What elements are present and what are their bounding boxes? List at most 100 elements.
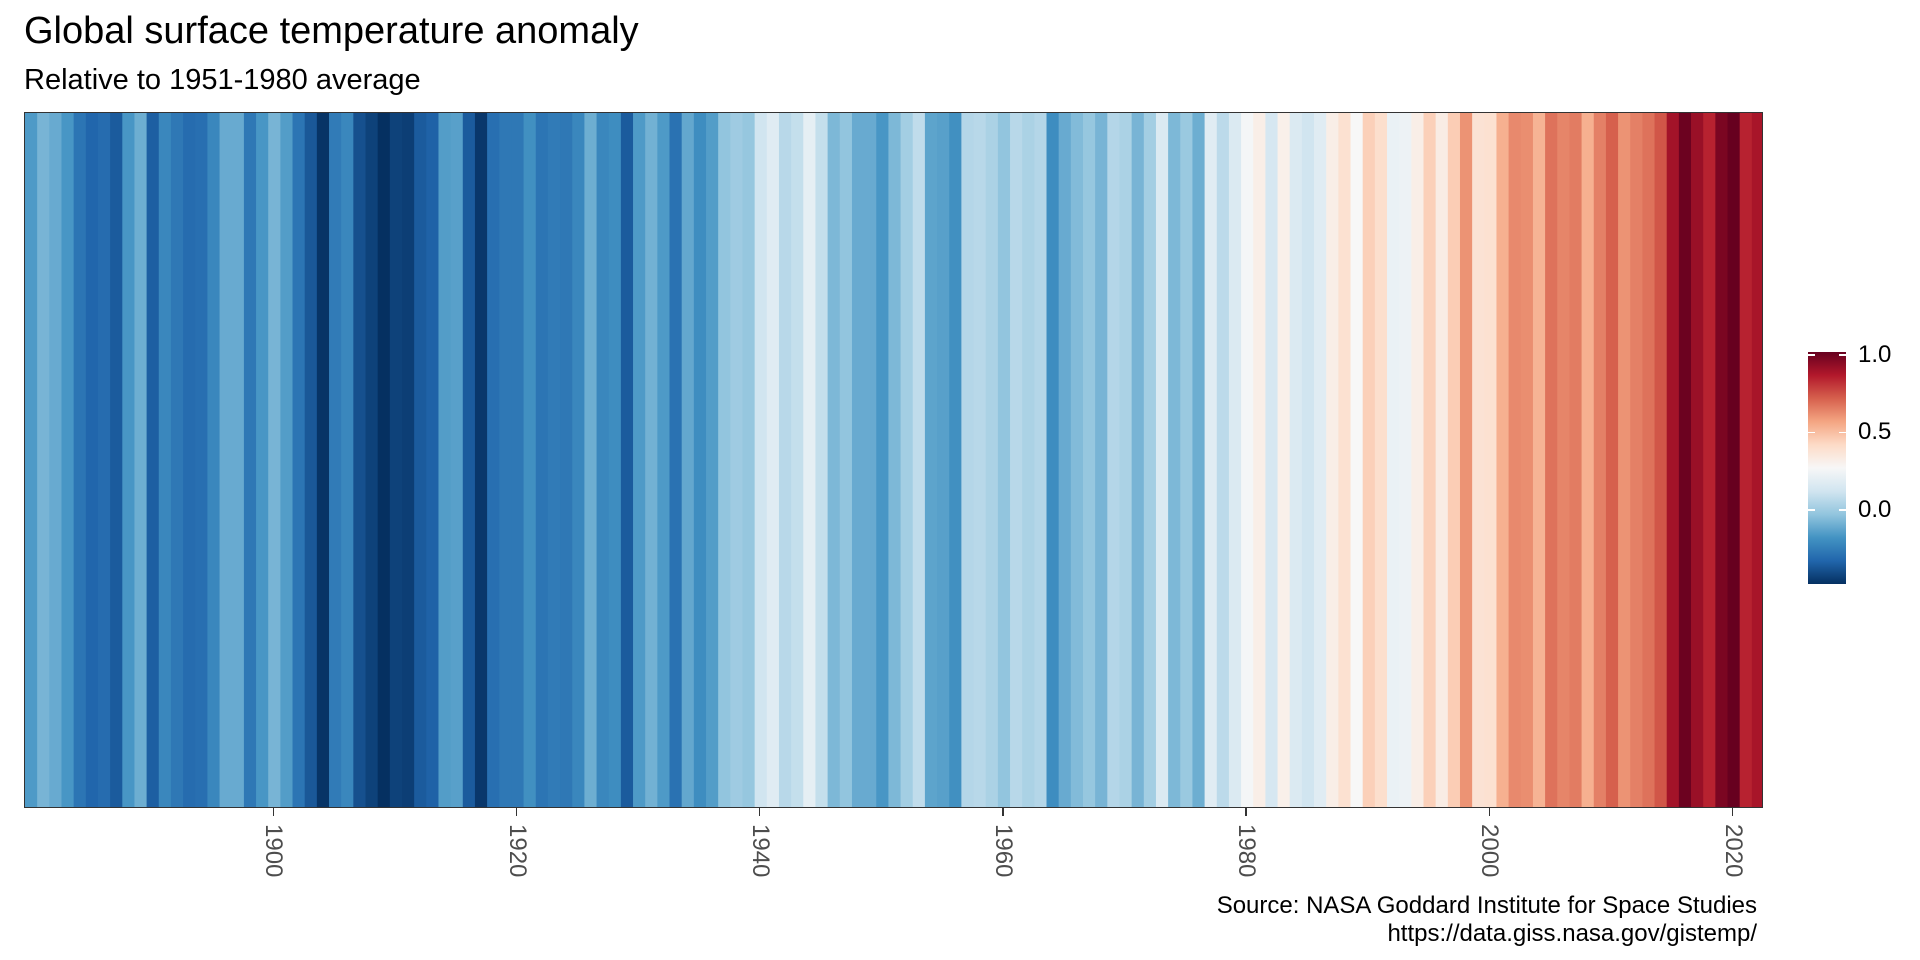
caption-source: Source: NASA Goddard Institute for Space…	[1216, 892, 1757, 919]
colorbar-tick	[1839, 431, 1846, 434]
stripe-1932	[657, 113, 671, 807]
stripe-1983	[1277, 113, 1291, 807]
colorbar-tick-label: 0.5	[1858, 418, 1892, 446]
stripe-1921	[523, 113, 537, 807]
stripe-1889	[134, 113, 148, 807]
x-tick-label: 1920	[503, 824, 531, 878]
stripe-1957	[961, 113, 975, 807]
stripe-1981	[1253, 113, 1266, 807]
stripe-1881	[37, 113, 50, 807]
colorbar-tick	[1839, 509, 1846, 511]
stripe-2010	[1605, 113, 1619, 807]
stripe-1947	[839, 113, 853, 807]
x-tick	[515, 808, 518, 816]
stripe-1945	[815, 113, 829, 807]
stripe-1952	[900, 113, 914, 807]
stripe-1960	[997, 113, 1011, 807]
stripe-1963	[1034, 113, 1048, 807]
stripe-1995	[1423, 113, 1437, 807]
stripe-1888	[122, 113, 136, 807]
stripe-1933	[669, 113, 683, 807]
caption-url: https://data.giss.nasa.gov/gistemp/	[1387, 920, 1757, 947]
x-tick-label: 1980	[1233, 824, 1261, 878]
stripe-1925	[572, 113, 585, 807]
stripe-1935	[693, 113, 707, 807]
stripe-1929	[620, 113, 634, 807]
colorbar-tick	[1808, 431, 1815, 434]
stripe-2007	[1569, 113, 1583, 807]
stripe-1984	[1289, 113, 1303, 807]
stripe-1992	[1387, 113, 1400, 807]
stripe-1913	[426, 113, 440, 807]
stripe-2011	[1618, 113, 1631, 807]
chart-subtitle: Relative to 1951-1980 average	[24, 64, 421, 96]
chart-title: Global surface temperature anomaly	[24, 10, 639, 52]
stripe-1911	[401, 113, 415, 807]
stripe-1953	[912, 113, 926, 807]
stripe-1951	[888, 113, 902, 807]
x-tick	[1002, 808, 1004, 816]
stripe-1959	[985, 113, 999, 807]
x-tick-label: 1900	[260, 824, 288, 878]
stripe-1880	[25, 113, 38, 807]
stripe-2000	[1484, 113, 1498, 807]
x-tick	[1488, 808, 1491, 816]
stripe-2014	[1654, 113, 1668, 807]
stripe-1989	[1350, 113, 1364, 807]
stripe-1919	[499, 113, 513, 807]
stripe-1977	[1204, 113, 1218, 807]
stripe-1969	[1107, 113, 1121, 807]
stripe-1890	[146, 113, 160, 807]
stripe-1975	[1180, 113, 1194, 807]
stripe-1904	[316, 113, 330, 807]
stripe-1954	[924, 113, 938, 807]
stripe-1976	[1192, 113, 1206, 807]
warming-stripes	[25, 113, 1762, 807]
stripe-1962	[1022, 113, 1035, 807]
stripe-1914	[438, 113, 452, 807]
stripe-2020	[1727, 113, 1741, 807]
stripe-2005	[1545, 113, 1558, 807]
stripe-1903	[304, 113, 318, 807]
stripe-1948	[851, 113, 865, 807]
stripe-2018	[1703, 113, 1716, 807]
x-tick	[272, 808, 275, 816]
colorbar-tick	[1808, 354, 1815, 356]
stripe-1882	[49, 113, 63, 807]
stripe-1979	[1228, 113, 1242, 807]
stripe-1916	[462, 113, 476, 807]
stripe-1930	[633, 113, 646, 807]
stripe-1886	[97, 113, 111, 807]
stripe-1906	[341, 113, 354, 807]
stripe-1941	[766, 113, 780, 807]
x-tick	[758, 808, 761, 816]
stripe-2006	[1557, 113, 1571, 807]
stripe-1920	[511, 113, 525, 807]
stripe-1923	[547, 113, 561, 807]
stripe-1964	[1046, 113, 1060, 807]
stripe-1895	[207, 113, 221, 807]
stripe-1924	[560, 113, 573, 807]
stripe-1883	[61, 113, 75, 807]
stripe-1993	[1399, 113, 1412, 807]
stripe-1899	[256, 113, 269, 807]
stripe-1905	[329, 113, 342, 807]
x-tick-label: 1960	[989, 824, 1017, 878]
stripe-1971	[1131, 113, 1145, 807]
stripe-1898	[243, 113, 257, 807]
stripe-1902	[292, 113, 306, 807]
stripe-2002	[1508, 113, 1522, 807]
stripe-1918	[487, 113, 500, 807]
stripe-1949	[864, 113, 877, 807]
stripe-1892	[170, 113, 184, 807]
x-tick-label: 2020	[1719, 824, 1747, 878]
colorbar-tick-label: 1.0	[1858, 341, 1892, 369]
stripe-1990	[1362, 113, 1376, 807]
stripe-1987	[1326, 113, 1339, 807]
stripe-1928	[608, 113, 622, 807]
stripe-1974	[1168, 113, 1181, 807]
stripe-1887	[110, 113, 123, 807]
stripe-1915	[450, 113, 464, 807]
stripe-1965	[1058, 113, 1072, 807]
stripe-1893	[183, 113, 196, 807]
